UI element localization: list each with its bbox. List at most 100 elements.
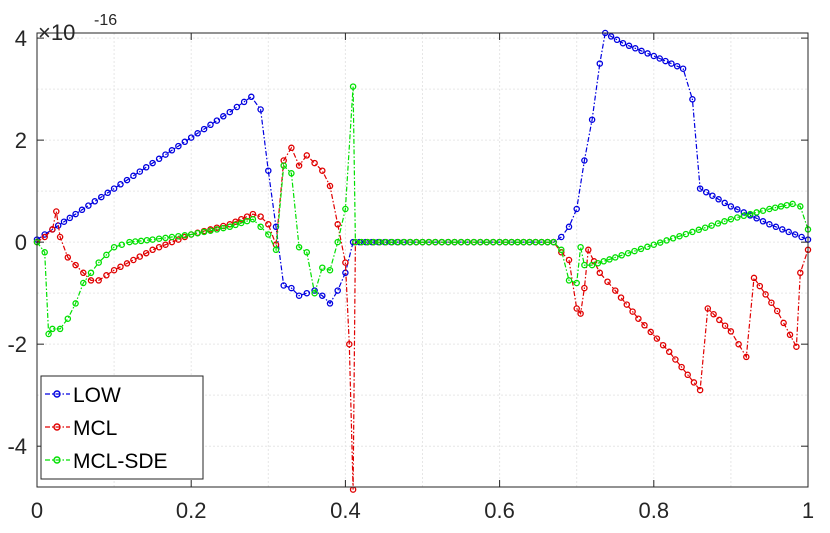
data-point (558, 233, 565, 241)
data-point (696, 185, 704, 192)
y-tick-label: 4 (15, 26, 27, 51)
data-point (727, 328, 735, 335)
data-point (123, 176, 131, 184)
data-point (326, 182, 334, 190)
x-tick-label: 0.2 (176, 498, 207, 523)
data-point (233, 103, 241, 111)
data-point (585, 246, 592, 254)
data-point (673, 62, 681, 70)
data-point (49, 226, 56, 233)
data-point (604, 278, 611, 285)
data-point (771, 204, 779, 211)
data-point (606, 256, 613, 263)
data-point (672, 356, 679, 363)
data-point (669, 235, 677, 242)
plot-frame (36, 32, 809, 488)
data-point (678, 363, 685, 371)
data-point (257, 213, 264, 220)
data-point (600, 258, 607, 265)
data-point (56, 325, 64, 333)
series-mcl-sde (33, 83, 812, 338)
data-point (617, 294, 625, 301)
data-point (709, 192, 716, 199)
legend-marker (53, 456, 61, 464)
data-point (175, 236, 182, 243)
data-point (457, 238, 465, 246)
data-point (319, 292, 326, 299)
tick-layer: 0 0.2 0.4 0.6 0.8 1 -4 -2 0 2 4 (7, 26, 814, 523)
data-point (684, 371, 691, 379)
data-point (786, 331, 794, 339)
data-point (80, 269, 87, 277)
legend-label: LOW (73, 384, 121, 407)
data-point (364, 238, 371, 246)
data-point (194, 130, 201, 137)
data-point (581, 157, 588, 164)
data-point (577, 243, 584, 251)
data-point (53, 208, 60, 215)
data-point (624, 249, 632, 257)
data-point (334, 287, 341, 294)
data-point (483, 238, 490, 246)
data-point (349, 238, 357, 246)
data-point (753, 209, 760, 216)
data-point (470, 238, 478, 246)
data-point (326, 300, 334, 307)
data-point (407, 238, 414, 246)
data-point (142, 249, 150, 257)
data-point (740, 209, 748, 216)
x-tick-label: 0.8 (639, 498, 670, 523)
data-point (714, 220, 722, 227)
data-point (573, 305, 580, 312)
data-point (226, 108, 234, 116)
data-point (631, 247, 638, 255)
data-point (87, 277, 95, 284)
x-tick-label: 0.4 (330, 498, 361, 523)
data-point (213, 117, 221, 124)
data-point (358, 238, 365, 246)
data-point (265, 221, 272, 228)
data-point (162, 151, 169, 158)
data-point (797, 203, 804, 210)
data-point (303, 289, 311, 297)
data-point (438, 238, 446, 246)
data-point (72, 210, 79, 218)
data-point (704, 305, 712, 312)
data-point (638, 47, 645, 55)
data-point (708, 222, 715, 229)
data-point (432, 238, 439, 246)
data-point (768, 299, 775, 306)
data-point (370, 238, 377, 246)
data-point (612, 287, 619, 294)
data-point (346, 340, 353, 348)
data-point (238, 219, 245, 227)
data-point (352, 238, 359, 246)
data-point (85, 202, 92, 209)
data-point (376, 238, 384, 246)
data-point (288, 284, 295, 292)
data-point (612, 254, 619, 261)
data-point (644, 50, 651, 57)
data-point (565, 256, 573, 264)
data-point (588, 116, 596, 123)
data-point (588, 261, 596, 269)
data-point (78, 206, 86, 214)
data-point (295, 243, 303, 251)
legend-label: MCL (73, 417, 117, 440)
data-point (625, 42, 633, 50)
data-point (721, 218, 728, 225)
data-point (663, 237, 670, 244)
data-point (451, 238, 458, 246)
data-point (573, 205, 580, 213)
data-point (280, 162, 287, 169)
legend-label: MCL-SDE (73, 450, 168, 473)
x-tick-label: 1 (802, 498, 814, 523)
data-point (123, 260, 131, 267)
data-point (240, 98, 248, 106)
data-point (149, 246, 156, 254)
data-point (791, 231, 799, 238)
data-point (220, 224, 227, 232)
data-point (623, 301, 631, 308)
data-point (701, 224, 709, 231)
